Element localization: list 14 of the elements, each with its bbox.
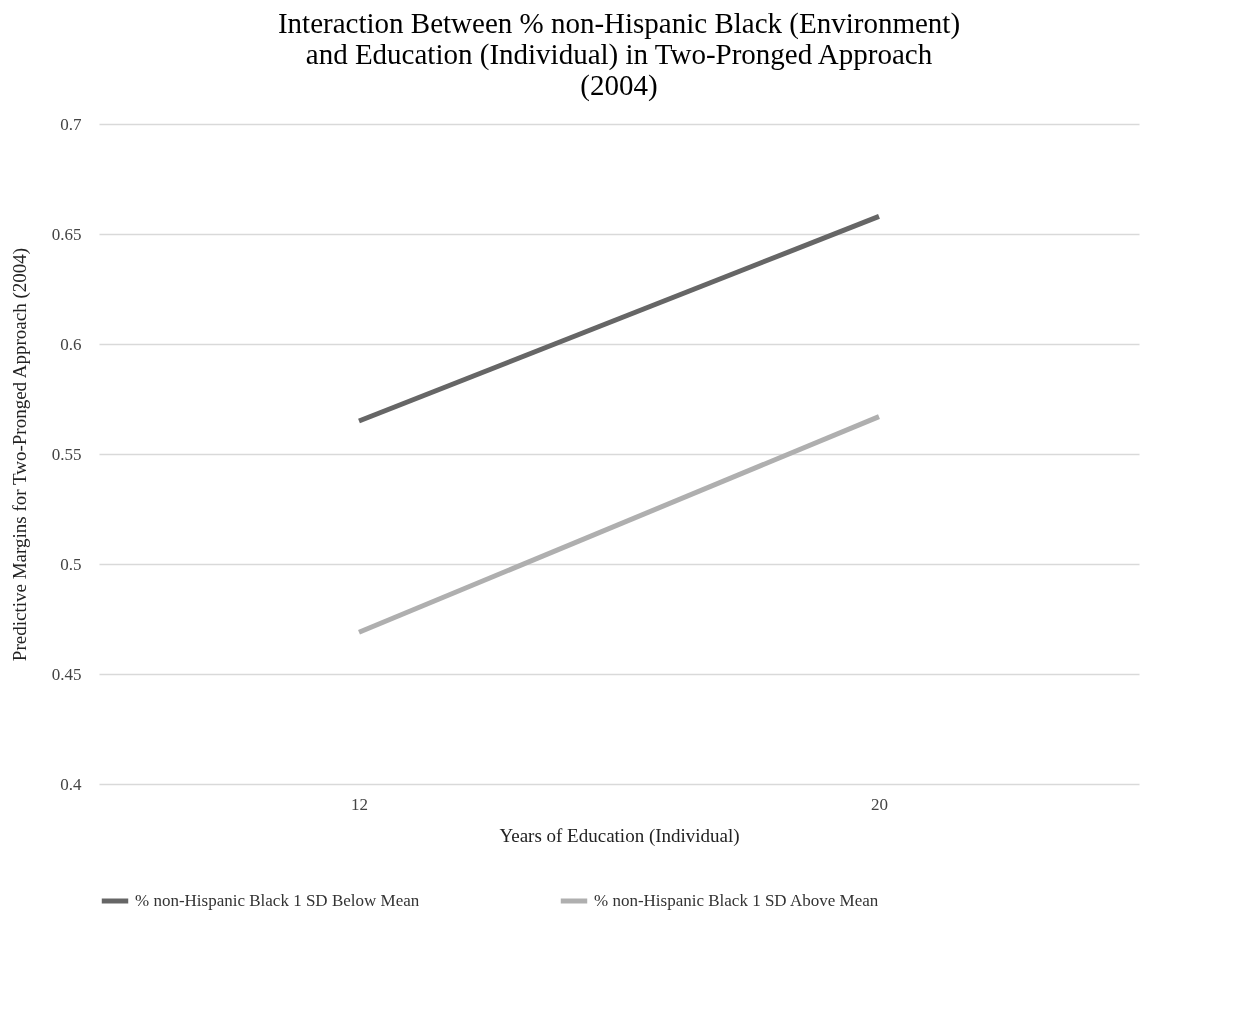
y-tick-label: 0.6 (60, 334, 82, 354)
x-tick-label: 12 (351, 794, 368, 814)
x-tick-label: 20 (871, 794, 888, 814)
legend-label: % non-Hispanic Black 1 SD Above Mean (594, 891, 879, 910)
x-axis-title: Years of Education (Individual) (499, 824, 740, 847)
chart-title: Interaction Between % non-Hispanic Black (Environment) and Education (Individual) in Two-Pronged Approach (2004) (277, 7, 961, 102)
y-tick-label: 0.4 (60, 774, 82, 794)
y-tick-label: 0.5 (60, 554, 82, 574)
y-tick-label: 0.7 (60, 114, 82, 134)
y-axis-title: Predictive Margins for Two-Pronged Approach (2004) (8, 247, 31, 662)
y-tick-label: 0.55 (51, 444, 82, 464)
y-tick-label: 0.65 (51, 224, 82, 244)
y-tick-label: 0.45 (51, 664, 82, 684)
legend-label: % non-Hispanic Black 1 SD Below Mean (135, 891, 420, 910)
